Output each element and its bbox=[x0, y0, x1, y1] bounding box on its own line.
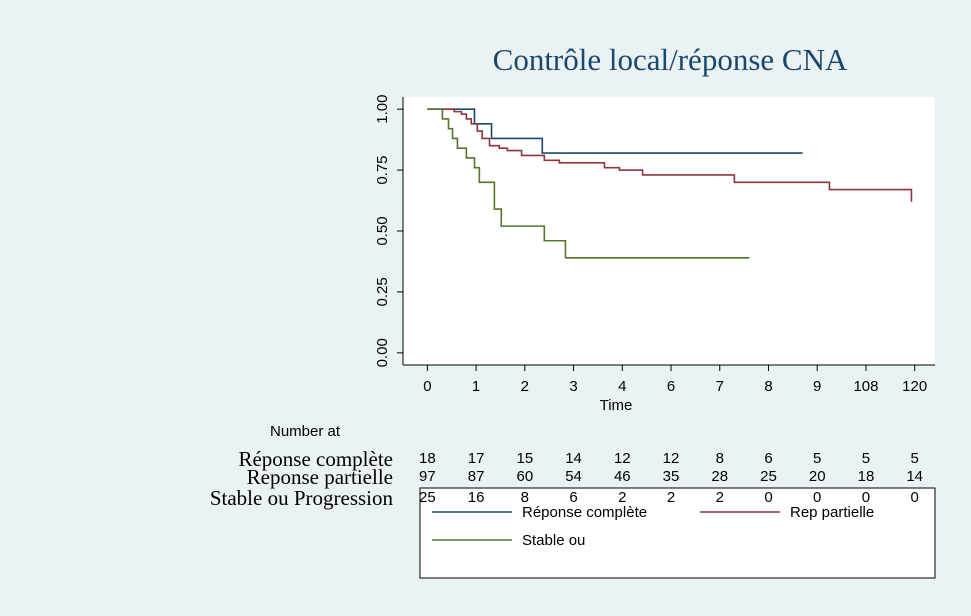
risk-count: 25 bbox=[419, 489, 436, 506]
risk-count: 6 bbox=[569, 489, 577, 506]
risk-row-label: Reponse partielle bbox=[247, 465, 393, 489]
x-tick-label: 6 bbox=[667, 378, 675, 395]
risk-count: 46 bbox=[614, 468, 631, 485]
plot-area bbox=[403, 97, 935, 365]
risk-count: 12 bbox=[614, 450, 631, 467]
risk-row-label: Réponse complète bbox=[238, 447, 393, 471]
risk-count: 16 bbox=[468, 489, 485, 506]
x-tick-label: 3 bbox=[569, 378, 577, 395]
risk-count: 14 bbox=[906, 468, 923, 485]
risk-table-title: Number at bbox=[270, 423, 341, 440]
y-tick-label: 0.00 bbox=[374, 338, 391, 367]
risk-count: 17 bbox=[468, 450, 485, 467]
risk-count: 5 bbox=[813, 450, 821, 467]
y-tick-label: 0.75 bbox=[374, 155, 391, 184]
risk-count: 2 bbox=[667, 489, 675, 506]
risk-count: 25 bbox=[760, 468, 777, 485]
risk-count: 0 bbox=[862, 489, 870, 506]
legend-label: Stable ou bbox=[522, 532, 585, 549]
legend-label: Réponse complète bbox=[522, 504, 647, 521]
risk-count: 35 bbox=[663, 468, 680, 485]
y-tick-label: 1.00 bbox=[374, 95, 391, 124]
risk-count: 28 bbox=[711, 468, 728, 485]
legend-label: Rep partielle bbox=[790, 504, 874, 521]
risk-count: 0 bbox=[764, 489, 772, 506]
x-tick-label: 2 bbox=[521, 378, 529, 395]
x-tick-label: 8 bbox=[764, 378, 772, 395]
risk-count: 0 bbox=[813, 489, 821, 506]
risk-count: 18 bbox=[858, 468, 875, 485]
risk-count: 6 bbox=[764, 450, 772, 467]
risk-count: 54 bbox=[565, 468, 582, 485]
risk-count: 18 bbox=[419, 450, 436, 467]
y-tick-label: 0.50 bbox=[374, 216, 391, 245]
km-curve bbox=[427, 108, 750, 259]
x-tick-label: 7 bbox=[716, 378, 724, 395]
risk-count: 8 bbox=[716, 450, 724, 467]
risk-count: 60 bbox=[516, 468, 533, 485]
x-tick-label: 1 bbox=[472, 378, 480, 395]
x-tick-label: 9 bbox=[813, 378, 821, 395]
risk-count: 12 bbox=[663, 450, 680, 467]
x-axis-label: Time bbox=[600, 397, 633, 414]
chart-title: Contrôle local/réponse CNA bbox=[493, 42, 848, 77]
risk-count: 15 bbox=[516, 450, 533, 467]
risk-count: 2 bbox=[618, 489, 626, 506]
x-tick-label: 0 bbox=[423, 378, 431, 395]
km-curve bbox=[427, 108, 913, 202]
x-tick-label: 4 bbox=[618, 378, 626, 395]
risk-count: 0 bbox=[911, 489, 919, 506]
risk-count: 14 bbox=[565, 450, 582, 467]
risk-count: 8 bbox=[521, 489, 529, 506]
risk-count: 2 bbox=[716, 489, 724, 506]
x-tick-label: 120 bbox=[902, 378, 927, 395]
risk-count: 5 bbox=[911, 450, 919, 467]
risk-count: 87 bbox=[468, 468, 485, 485]
risk-count: 20 bbox=[809, 468, 826, 485]
risk-count: 5 bbox=[862, 450, 870, 467]
km-curve bbox=[427, 108, 803, 154]
legend bbox=[419, 487, 936, 579]
risk-count: 97 bbox=[419, 468, 436, 485]
x-tick-label: 108 bbox=[853, 378, 878, 395]
y-tick-label: 0.25 bbox=[374, 277, 391, 306]
risk-row-label: Stable ou Progression bbox=[210, 486, 394, 510]
